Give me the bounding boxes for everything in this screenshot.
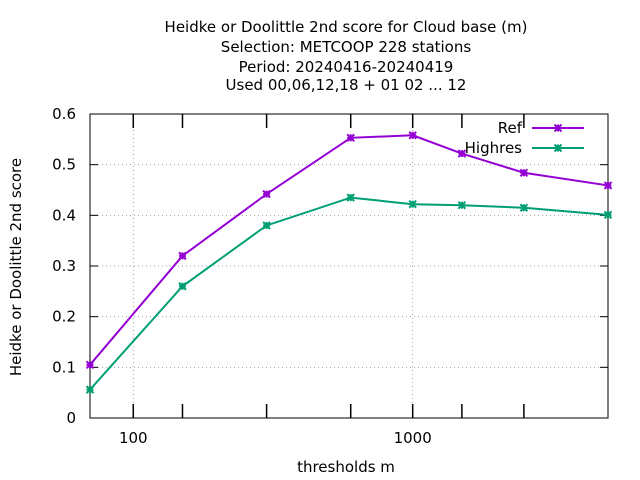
data-point-highres <box>457 200 467 210</box>
y-tick-label: 0.6 <box>52 105 76 123</box>
data-point-ref <box>178 251 187 261</box>
title-line-3: Period: 20240416-20240419 <box>239 58 454 76</box>
legend-marker-highres <box>553 143 563 153</box>
y-tick-label: 0.4 <box>52 206 76 224</box>
data-point-highres <box>408 199 417 209</box>
data-point-highres <box>603 210 613 220</box>
data-point-highres <box>519 203 529 212</box>
y-axis-label: Heidke or Doolittle 2nd score <box>7 158 25 376</box>
x-tick-label: 100 <box>119 429 148 447</box>
data-point-ref <box>603 181 613 190</box>
title-line-2: Selection: METCOOP 228 stations <box>221 38 472 56</box>
y-tick-label: 0.2 <box>52 308 76 326</box>
grid <box>90 114 608 418</box>
y-tick-label: 0 <box>66 409 76 427</box>
legend-label-highres: Highres <box>465 139 523 157</box>
ticks: 0 0.1 0.2 0.3 0.4 0.5 0.6 100 1000 <box>52 105 608 447</box>
title-line-1: Heidke or Doolittle 2nd score for Cloud … <box>165 18 528 36</box>
series <box>85 131 613 394</box>
y-tick-label: 0.5 <box>52 156 76 174</box>
legend-marker-ref <box>553 123 563 133</box>
data-point-highres <box>262 221 271 230</box>
data-point-ref <box>408 131 417 140</box>
data-point-ref <box>85 360 95 370</box>
data-point-ref <box>519 168 529 177</box>
series-line-highres <box>89 196 609 391</box>
legend-label-ref: Ref <box>498 119 523 137</box>
y-tick-label: 0.3 <box>52 257 76 275</box>
x-tick-label: 1000 <box>394 429 432 447</box>
data-point-ref <box>346 133 355 143</box>
data-point-ref <box>457 149 467 158</box>
title-line-4: Used 00,06,12,18 + 01 02 ... 12 <box>226 76 467 94</box>
x-axis-label: thresholds m <box>297 458 395 476</box>
series-line-ref <box>89 134 609 366</box>
data-point-ref <box>262 189 271 199</box>
y-tick-label: 0.1 <box>52 358 76 376</box>
data-point-highres <box>178 282 187 291</box>
data-point-highres <box>346 193 355 202</box>
chart-title: Heidke or Doolittle 2nd score for Cloud … <box>165 18 528 94</box>
legend: Ref Highres <box>465 119 584 157</box>
data-point-highres <box>85 385 95 394</box>
